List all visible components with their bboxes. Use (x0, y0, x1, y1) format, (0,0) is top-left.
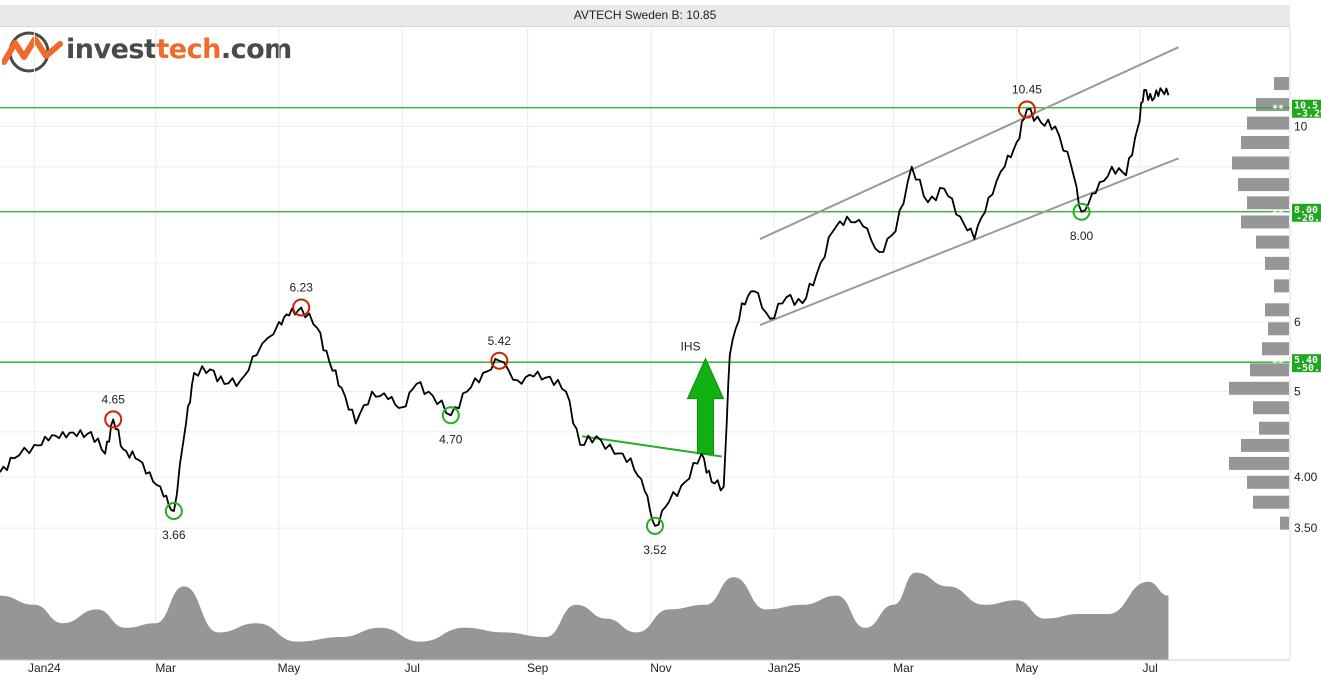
low-value-label: 3.52 (643, 543, 667, 557)
volume-profile-bar (1247, 475, 1289, 489)
support-badge-pct: -50.2 (1296, 363, 1321, 374)
low-value-label: 4.70 (439, 432, 463, 446)
volume-area (0, 572, 1169, 660)
axes: Jan24 Mar May Jul Sep Nov Jan25 Mar May Jul 3.50 4.… (0, 26, 1318, 675)
chart-title: AVTECH Sweden B: 10.85 (0, 5, 1290, 27)
high-value-label: 6.23 (290, 280, 314, 294)
support-stars: ** (1272, 358, 1284, 369)
volume-profile-bar (1259, 421, 1289, 435)
x-tick-label: Jul (405, 661, 420, 675)
logo-word-com: .com (220, 34, 292, 65)
trend-channel (759, 46, 1179, 326)
channel-lower-line (759, 157, 1179, 326)
volume-profile-bar (1274, 279, 1289, 293)
low-marker (1072, 202, 1091, 221)
logo-wordmark: investtech.com (66, 34, 292, 65)
x-tick-label: Mar (155, 661, 176, 675)
volume-profile-bar (1280, 516, 1289, 530)
x-tick-label: Jan24 (28, 661, 61, 675)
low-marker (164, 501, 183, 520)
price-series-line (0, 87, 1170, 527)
investtech-logo: investtech.com (1, 30, 292, 74)
y-tick-label: 4.00 (1294, 470, 1318, 484)
logo-word-tech: tech (156, 34, 221, 65)
y-tick-label: 5 (1294, 385, 1301, 399)
gridlines (0, 26, 1290, 660)
high-marker (104, 410, 123, 429)
volume-profile-bar (1265, 303, 1289, 317)
low-marker (645, 516, 664, 535)
support-badge-value: 10.5 (1294, 101, 1318, 112)
high-value-label: 4.65 (102, 392, 126, 406)
high-marker (490, 351, 509, 370)
x-tick-label: Sep (527, 661, 549, 675)
volume-profile-bar (1229, 381, 1289, 395)
x-tick-label: Nov (650, 661, 671, 675)
volume-profile-bar (1253, 495, 1289, 509)
volume-profile-bar (1232, 156, 1289, 170)
support-stars: ** (1272, 104, 1284, 115)
volume-profile-bar (1262, 342, 1289, 356)
volume-shape (0, 572, 1169, 660)
volume-profile-bar (1250, 363, 1289, 377)
volume-profile-bar (1256, 235, 1289, 249)
logo-word-invest: invest (66, 34, 157, 65)
x-tick-label: May (1015, 661, 1038, 675)
support-badge-value: 8.00 (1294, 205, 1318, 216)
volume-profile-bar (1247, 116, 1289, 130)
volume-profile-bar (1268, 322, 1289, 336)
volume-profile (1229, 77, 1289, 530)
volume-profile-bar (1241, 136, 1289, 150)
low-value-label: 3.66 (162, 528, 186, 542)
low-value-label: 8.00 (1070, 229, 1094, 243)
support-badge-bg (1292, 99, 1321, 118)
support-badge-pct: -3.2% (1296, 109, 1321, 120)
logo-mark-icon (1, 31, 63, 73)
x-tick-label: Mar (893, 661, 914, 675)
channel-upper-line (759, 46, 1179, 240)
ihs-pattern: IHS (582, 340, 725, 458)
volume-profile-bar (1265, 256, 1289, 270)
high-marker (292, 298, 311, 317)
volume-profile-bar (1274, 77, 1289, 91)
support-badge-bg (1292, 203, 1321, 222)
support-levels (0, 107, 1290, 363)
low-marker (441, 406, 460, 425)
price-line (0, 87, 1170, 527)
x-tick-label: Jul (1142, 661, 1157, 675)
volume-profile-bar (1238, 178, 1289, 192)
y-tick-label: 3.50 (1294, 521, 1318, 535)
volume-profile-bar (1247, 196, 1289, 210)
x-tick-label: May (278, 661, 301, 675)
y-tick-label: 6 (1294, 315, 1301, 329)
support-badge-bg (1292, 354, 1321, 373)
volume-profile-bar (1241, 438, 1289, 452)
volume-profile-bar (1253, 401, 1289, 415)
support-badge-value: 5.40 (1294, 355, 1318, 366)
high-value-label: 10.45 (1012, 83, 1042, 97)
ihs-label: IHS (681, 340, 701, 354)
ihs-arrow (686, 357, 725, 455)
volume-profile-bar (1229, 456, 1289, 470)
support-badges: ** 10.5-3.2% ** 8.00-26.3 ** 5.40-50.2 (1272, 99, 1321, 374)
support-stars: ** (1272, 208, 1284, 219)
high-marker (1017, 100, 1036, 119)
volume-profile-bar (1241, 215, 1289, 229)
x-tick-label: Jan25 (768, 661, 801, 675)
high-value-label: 5.42 (488, 334, 512, 348)
extreme-markers: 4.65 3.66 6.23 4.70 5.42 3.52 10.45 8.00 (102, 83, 1094, 557)
y-tick-label: 10 (1294, 119, 1308, 133)
support-badge-pct: -26.3 (1296, 213, 1321, 224)
